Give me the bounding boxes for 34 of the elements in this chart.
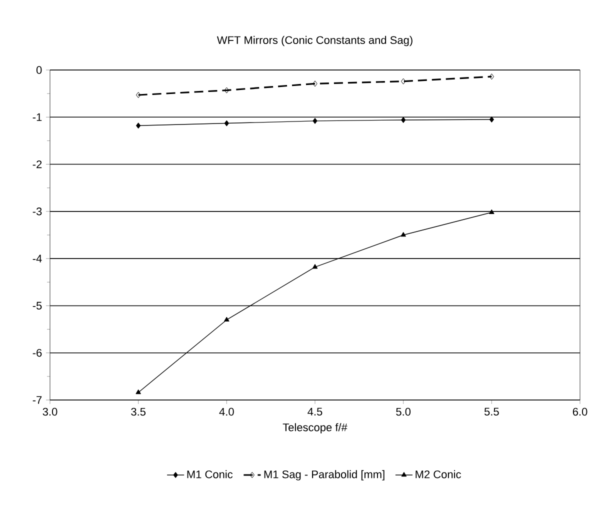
x-axis-title: Telescope f/# (282, 423, 348, 434)
legend-label: M1 Conic (187, 470, 233, 478)
point (136, 122, 141, 129)
point (312, 80, 318, 87)
point (136, 92, 141, 98)
y-tick-label: -2 (32, 160, 42, 168)
point (224, 316, 230, 322)
x-tick-label: 5.0 (396, 408, 411, 416)
y-tick-label: -3 (32, 208, 42, 216)
point (224, 120, 230, 126)
x-tick-label: 5.5 (484, 408, 499, 416)
x-tick-label: 3.0 (42, 408, 58, 416)
y-tick-label: -1 (32, 113, 42, 121)
x-tick-label: 4.5 (308, 408, 322, 416)
y-tick-label: 0 (36, 66, 42, 74)
y-tick-label: -7 (32, 396, 42, 404)
point (136, 389, 141, 394)
point (400, 116, 406, 124)
y-tick-label: -4 (32, 254, 42, 262)
legend-label: M1 Sag - Parabolid [mm] (264, 470, 384, 480)
point (312, 264, 318, 269)
x-tick-label: 3.5 (131, 408, 146, 416)
y-tick-label: -5 (32, 302, 42, 310)
point (400, 232, 406, 237)
point (312, 118, 318, 124)
x-tick-label: 6.0 (572, 408, 588, 416)
x-tick-label: 4.0 (219, 408, 234, 416)
point (224, 87, 230, 94)
y-tick-label: -6 (32, 348, 42, 357)
legend-label: M2 Conic (416, 470, 461, 478)
point (489, 74, 494, 80)
point (489, 116, 494, 123)
point (489, 209, 494, 214)
chart-title: WFT Mirrors (Conic Constants and Sag) (216, 36, 412, 46)
